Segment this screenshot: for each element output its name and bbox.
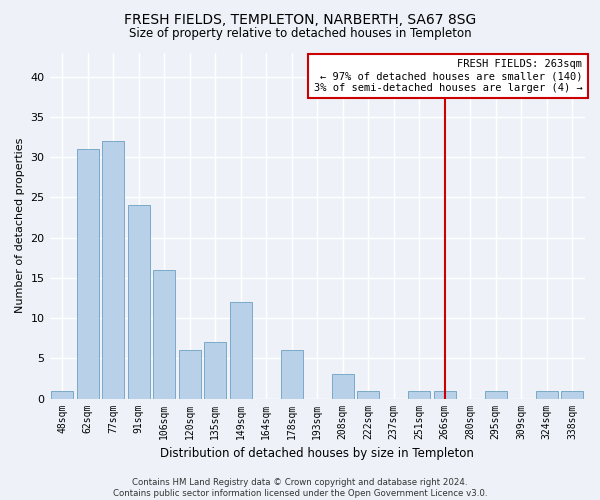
Bar bbox=[281, 350, 302, 399]
Bar bbox=[536, 390, 557, 398]
Bar bbox=[52, 390, 73, 398]
Bar bbox=[77, 149, 98, 398]
Bar bbox=[332, 374, 353, 398]
Text: Size of property relative to detached houses in Templeton: Size of property relative to detached ho… bbox=[128, 28, 472, 40]
Bar bbox=[179, 350, 200, 399]
Bar bbox=[128, 206, 149, 398]
Bar bbox=[230, 302, 251, 398]
Text: FRESH FIELDS, TEMPLETON, NARBERTH, SA67 8SG: FRESH FIELDS, TEMPLETON, NARBERTH, SA67 … bbox=[124, 12, 476, 26]
X-axis label: Distribution of detached houses by size in Templeton: Distribution of detached houses by size … bbox=[160, 447, 474, 460]
Text: Contains HM Land Registry data © Crown copyright and database right 2024.
Contai: Contains HM Land Registry data © Crown c… bbox=[113, 478, 487, 498]
Bar bbox=[485, 390, 506, 398]
Y-axis label: Number of detached properties: Number of detached properties bbox=[15, 138, 25, 313]
Bar bbox=[358, 390, 379, 398]
Bar bbox=[562, 390, 583, 398]
Text: FRESH FIELDS: 263sqm
← 97% of detached houses are smaller (140)
3% of semi-detac: FRESH FIELDS: 263sqm ← 97% of detached h… bbox=[314, 60, 583, 92]
Bar bbox=[409, 390, 430, 398]
Bar bbox=[154, 270, 175, 398]
Bar bbox=[103, 141, 124, 399]
Bar bbox=[434, 390, 455, 398]
Bar bbox=[205, 342, 226, 398]
